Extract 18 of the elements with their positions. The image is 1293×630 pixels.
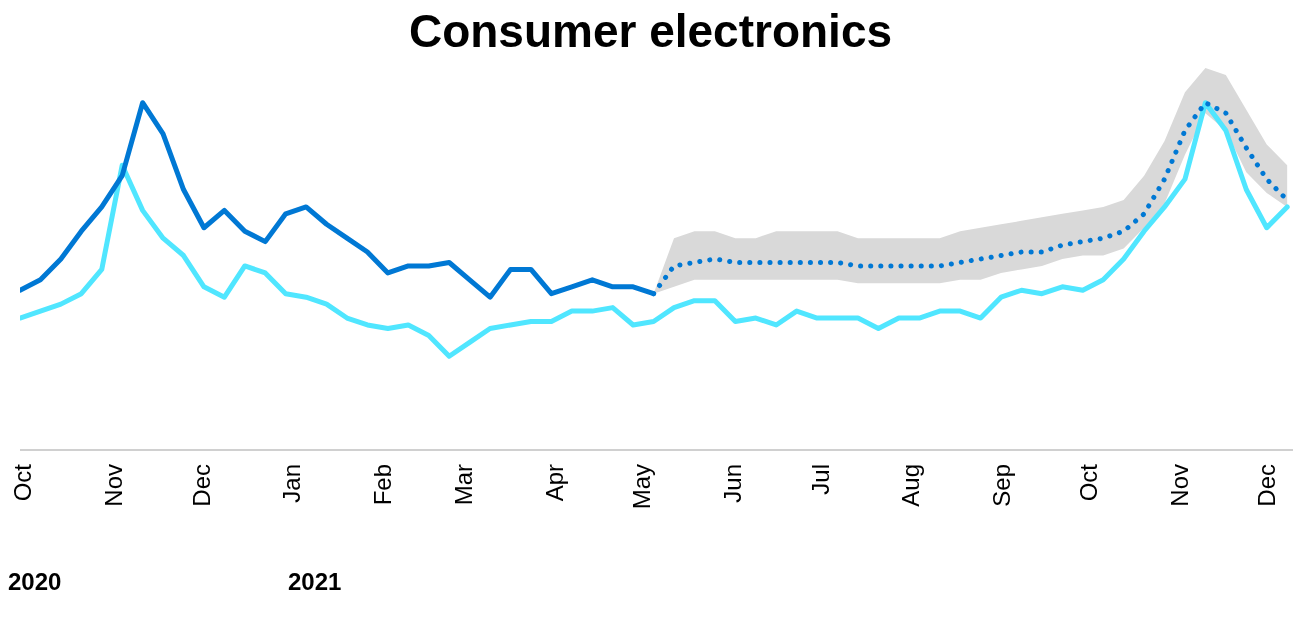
x-tick-label: Dec	[1253, 464, 1281, 507]
chart-title: Consumer electronics	[407, 5, 894, 59]
text: 2020	[8, 568, 62, 596]
x-tick-label: Sep	[987, 464, 1015, 507]
x-tick-label: Jun	[718, 464, 746, 503]
x-tick-label: Nov	[1165, 464, 1193, 507]
x-tick-label: Apr	[540, 464, 568, 502]
x-tick-label: Nov	[99, 464, 127, 507]
x-tick-label: Aug	[897, 464, 925, 507]
x-tick-label: Oct	[9, 463, 37, 502]
x-tick-label: Dec	[187, 464, 215, 507]
x-tick-label: Mar	[450, 464, 478, 506]
x-tick-label: Oct	[1075, 463, 1103, 502]
x-tick-label: Jul	[806, 464, 834, 495]
text: 2021	[288, 568, 342, 596]
x-tick-label: May	[628, 464, 656, 510]
x-tick-label: Jan	[278, 464, 306, 503]
x-tick-label: Feb	[368, 464, 396, 506]
